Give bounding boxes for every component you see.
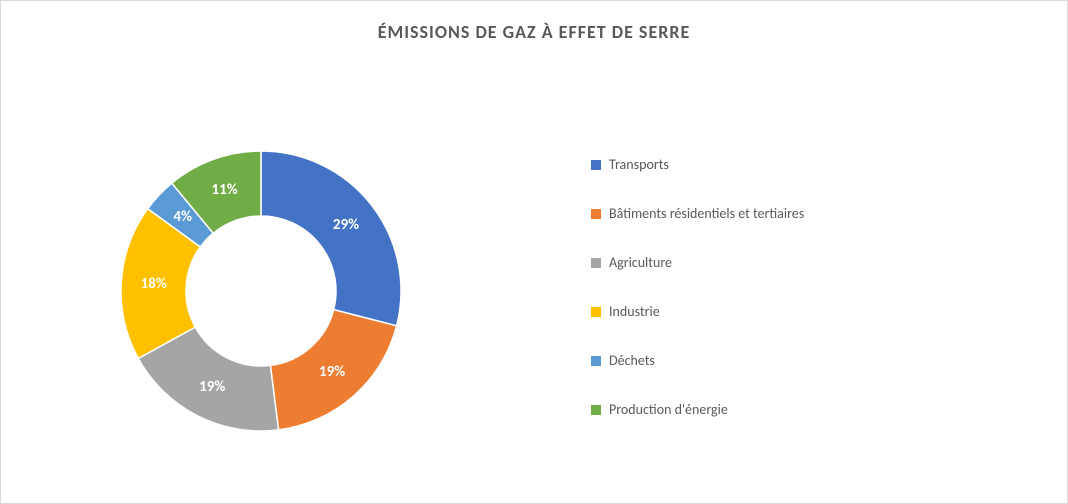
legend-swatch <box>591 356 601 366</box>
legend-item: Industrie <box>591 303 804 320</box>
legend-item: Bâtiments résidentiels et tertiaires <box>591 205 804 222</box>
legend-item: Déchets <box>591 352 804 369</box>
legend-item: Transports <box>591 156 804 173</box>
legend-item: Production d'énergie <box>591 401 804 418</box>
legend: Transports Bâtiments résidentiels et tert… <box>591 156 804 418</box>
legend-label: Industrie <box>609 303 660 320</box>
legend-swatch <box>591 160 601 170</box>
legend-label: Agriculture <box>609 254 672 271</box>
legend-swatch <box>591 307 601 317</box>
donut-slice <box>270 310 396 430</box>
legend-label: Transports <box>609 156 669 173</box>
legend-swatch <box>591 209 601 219</box>
legend-item: Agriculture <box>591 254 804 271</box>
legend-swatch <box>591 405 601 415</box>
legend-label: Déchets <box>609 352 655 369</box>
legend-label: Production d'énergie <box>609 401 728 418</box>
legend-swatch <box>591 258 601 268</box>
legend-label: Bâtiments résidentiels et tertiaires <box>609 205 804 222</box>
donut-slice <box>261 151 401 326</box>
donut-chart: 29%19%19%18%4%11% <box>1 1 421 451</box>
chart-container: ÉMISSIONS DE GAZ À EFFET DE SERRE 29%19%… <box>0 0 1068 504</box>
donut-svg <box>1 1 421 451</box>
